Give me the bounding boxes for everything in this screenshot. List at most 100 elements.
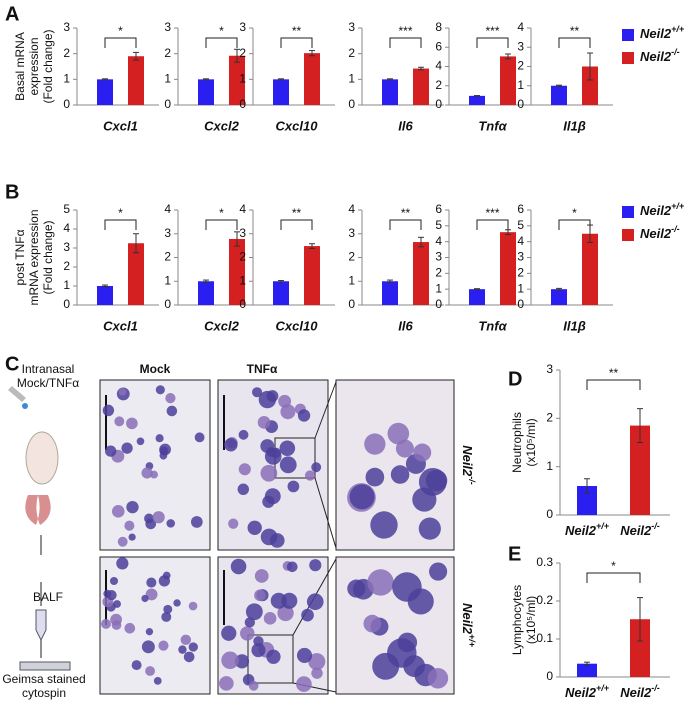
y-tick-label: 1: [348, 72, 355, 86]
y-tick-label: 4: [239, 202, 246, 216]
cell: [407, 588, 434, 615]
y-tick-label: 2: [239, 46, 246, 60]
step-label: Mock/TNFα: [17, 376, 79, 390]
significance-bracket: [205, 219, 238, 230]
bar: [551, 85, 567, 105]
y-tick-label: 4: [435, 59, 442, 73]
x-label: Cxcl10: [276, 118, 319, 133]
y-tick-label: 2: [546, 411, 553, 425]
bar: [582, 66, 598, 105]
cell: [145, 518, 157, 530]
significance-bracket: [104, 37, 137, 48]
y-tick-label: 0: [348, 297, 355, 311]
y-tick-label: 4: [348, 202, 355, 216]
cell: [109, 576, 119, 586]
x-label: Cxcl10: [276, 318, 319, 333]
cell: [163, 604, 173, 614]
y-tick-label: 3: [63, 20, 70, 34]
y-tick-label: 3: [63, 240, 70, 254]
slide: [19, 661, 71, 671]
x-label: Cxcl2: [204, 318, 239, 333]
cell: [308, 653, 326, 671]
cell: [245, 603, 263, 621]
cell: [145, 666, 156, 676]
cell: [145, 628, 154, 636]
y-tick-label: 0: [517, 97, 524, 111]
cell: [237, 483, 250, 495]
cell: [224, 438, 238, 452]
y-tick-label: 1: [239, 273, 246, 287]
significance-bracket: [389, 37, 422, 48]
x-label: Tnfα: [478, 318, 507, 333]
cell: [105, 445, 117, 457]
cell: [166, 405, 178, 417]
step-label: Geimsa stained: [2, 672, 85, 686]
y-tick-label: 5: [435, 218, 442, 232]
x-tick-label: Neil2-/-: [620, 683, 660, 700]
cell: [311, 667, 323, 679]
cell: [372, 652, 400, 680]
cell: [425, 469, 448, 492]
cell: [190, 516, 203, 528]
significance-bracket: [205, 37, 238, 48]
x-label: Cxcl2: [204, 118, 239, 133]
y-tick-label: 2: [517, 266, 524, 280]
significance: *: [572, 206, 577, 220]
x-label: Il6: [398, 118, 413, 133]
y-tick-label: 3: [239, 226, 246, 240]
cell: [247, 520, 262, 535]
row-label: Neil2+/+: [460, 603, 477, 648]
cell: [111, 505, 125, 518]
y-tick-label: 6: [435, 202, 442, 216]
cell: [136, 437, 145, 446]
cell: [153, 677, 162, 685]
cell: [257, 416, 271, 429]
cell: [159, 451, 168, 460]
cell: [349, 484, 375, 510]
cell: [279, 456, 297, 474]
significance: *: [118, 206, 123, 220]
step-label: Intranasal: [22, 362, 75, 376]
y-tick-label: 4: [435, 234, 442, 248]
x-tick-label: Neil2+/+: [565, 521, 610, 538]
bar: [273, 281, 289, 305]
y-tick-label: 4: [517, 20, 524, 34]
y-tick-label: 0: [239, 297, 246, 311]
cell: [280, 404, 296, 420]
y-tick-label: 3: [239, 20, 246, 34]
cell: [365, 467, 385, 487]
significance: *: [219, 24, 224, 38]
column-label: TNFα: [247, 362, 278, 376]
significance: *: [118, 24, 123, 38]
panel-label: C: [5, 353, 19, 375]
y-tick-label: 6: [517, 202, 524, 216]
cell: [128, 533, 136, 541]
column-label: Mock: [140, 362, 171, 376]
y-label: post TNFα: [13, 229, 27, 285]
y-tick-label: 3: [164, 20, 171, 34]
cell: [238, 463, 251, 476]
y-tick-label: 3: [348, 20, 355, 34]
legend-label: Neil2-/-: [640, 47, 680, 64]
y-label: mRNA expression: [27, 209, 41, 305]
micrograph: [217, 556, 329, 695]
panel-label: D: [508, 368, 522, 390]
cell: [161, 611, 172, 622]
cell: [180, 634, 192, 646]
y-tick-label: 0.2: [536, 593, 553, 607]
panel-label: E: [508, 543, 521, 565]
cell: [141, 594, 149, 603]
cell: [347, 579, 366, 598]
cell: [102, 404, 115, 417]
cell: [141, 467, 153, 479]
significance-bracket: [558, 219, 591, 230]
y-label: expression: [27, 37, 41, 95]
x-label: Tnfα: [478, 118, 507, 133]
y-label: (x10⁵/ml): [524, 596, 538, 644]
cell: [248, 680, 259, 691]
cell: [166, 519, 176, 528]
cell: [141, 640, 155, 654]
lungs: [25, 495, 51, 525]
y-tick-label: 0: [435, 97, 442, 111]
cell: [118, 388, 127, 396]
